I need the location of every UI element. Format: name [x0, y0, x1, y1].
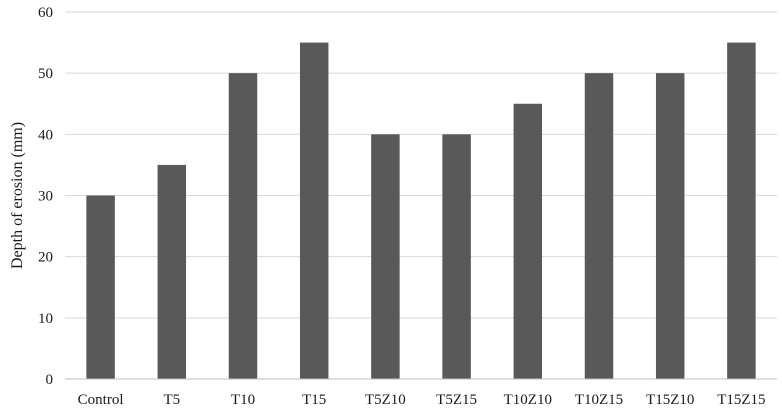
bar-control	[86, 195, 115, 379]
x-tick-label: T10Z10	[504, 392, 552, 408]
bar-t5	[157, 164, 187, 379]
y-tick-label: 30	[38, 189, 53, 205]
y-tick-label: 10	[38, 311, 53, 327]
y-tick-label: 20	[38, 250, 53, 266]
x-tick-label: T10Z15	[575, 392, 623, 408]
x-tick-label: T10	[231, 392, 255, 408]
bar-t10z15	[584, 73, 614, 380]
x-tick-label: T5Z15	[436, 392, 477, 408]
y-tick-label: 50	[38, 66, 53, 82]
y-axis-title: Depth of erosion (mm)	[9, 122, 26, 269]
x-tick-label: Control	[78, 392, 124, 408]
x-tick-label: T15Z10	[646, 392, 694, 408]
x-tick-label: T15Z15	[717, 392, 765, 408]
y-tick-label: 0	[46, 372, 54, 388]
x-tick-label: T15	[302, 392, 326, 408]
bar-t10	[228, 73, 258, 380]
bar-t10z10	[513, 103, 543, 379]
bar-t15	[299, 42, 329, 379]
bar-t5z15	[442, 134, 471, 379]
bar-t5z10	[371, 134, 400, 379]
x-tick-label: T5	[163, 392, 180, 408]
y-tick-label: 60	[38, 5, 53, 21]
y-tick-label: 40	[38, 127, 53, 143]
bars	[86, 42, 756, 380]
x-axis-ticks: Control T5 T10 T15 T5Z10 T5Z15 T10Z10 T10Z15 T15…	[78, 392, 766, 408]
bar-t15z15	[727, 42, 756, 379]
bar-t15z10	[655, 73, 685, 380]
y-axis-ticks: 0 10 20 30 40 50 60	[38, 5, 53, 388]
x-tick-label: T5Z10	[365, 392, 406, 408]
